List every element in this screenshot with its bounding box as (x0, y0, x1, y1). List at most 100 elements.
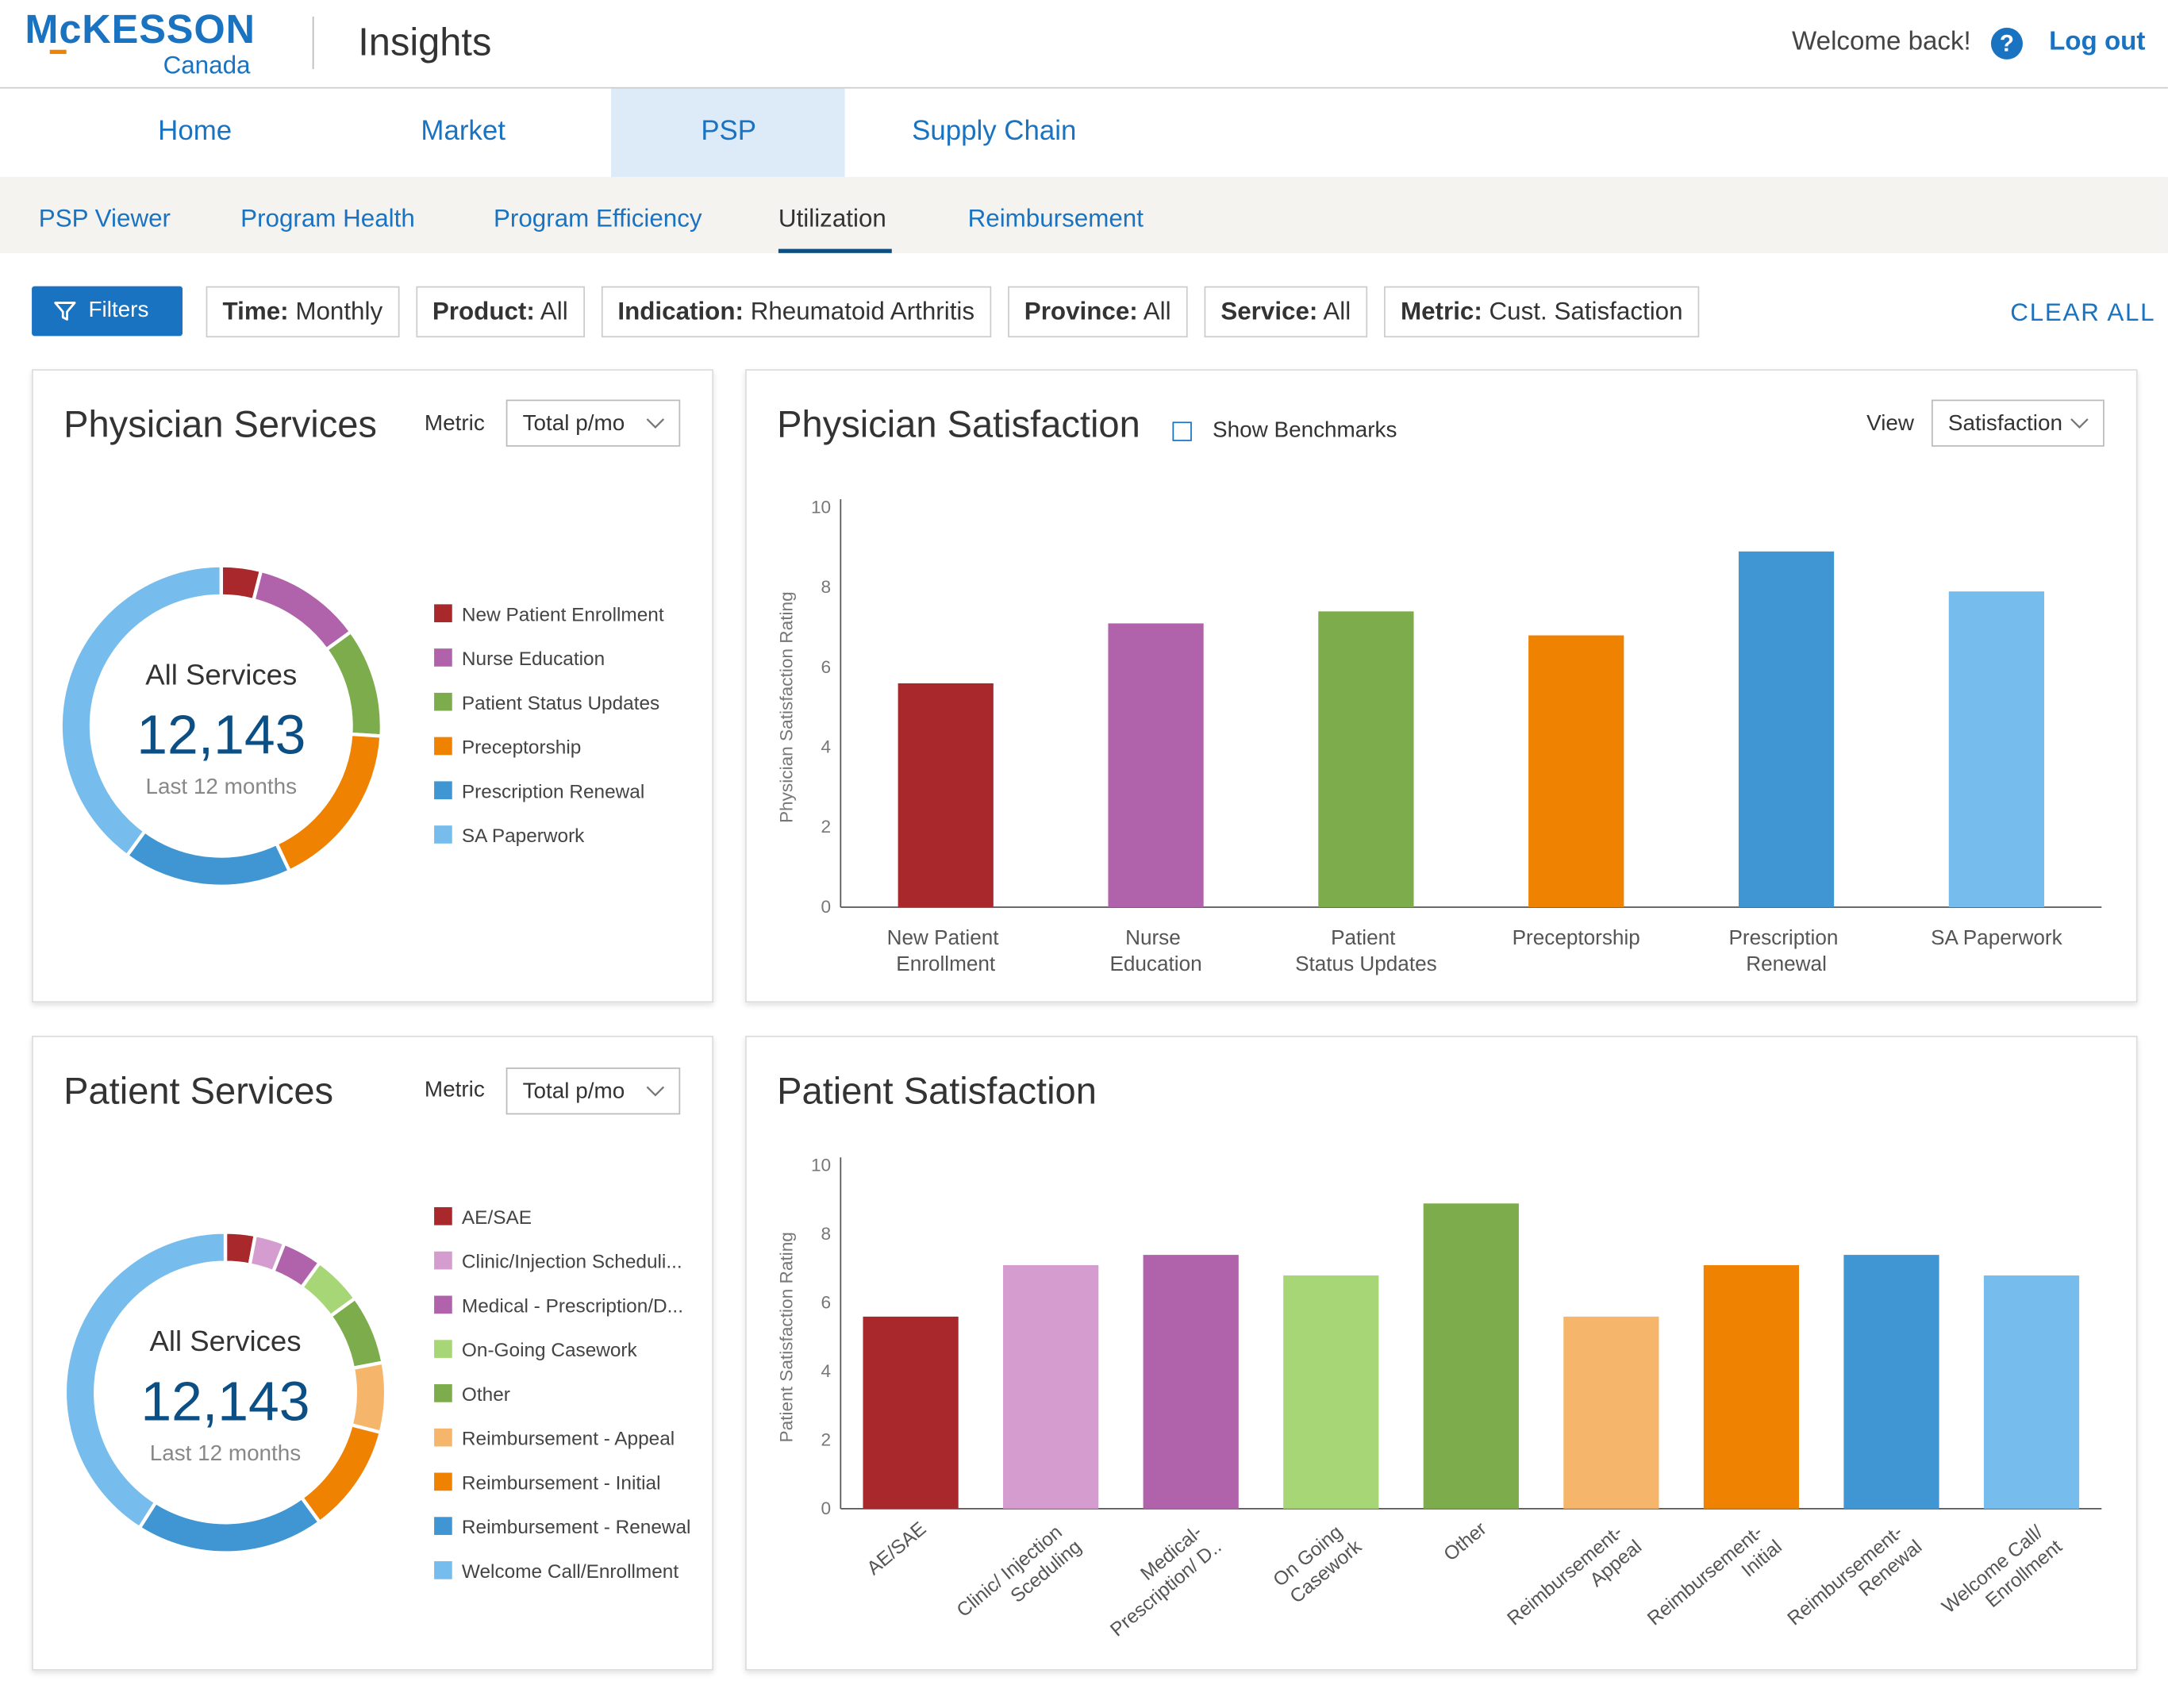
donut-slice (348, 1360, 388, 1435)
legend-swatch (434, 1517, 452, 1535)
legend-label: On-Going Casework (462, 1340, 638, 1361)
logout[interactable]: Log out (2049, 27, 2146, 57)
center-caption: Last 12 months (146, 774, 298, 798)
filters-button[interactable]: Filters (32, 286, 183, 337)
logo[interactable]: McKESSON (25, 8, 256, 53)
chip-value: Cust. Satisfaction (1489, 297, 1683, 325)
chip-value: Rheumatoid Arthritis (750, 297, 975, 325)
bar (1143, 1255, 1239, 1509)
legend-swatch (434, 1384, 452, 1402)
legend-label: Reimbursement - Initial (462, 1472, 661, 1494)
app-name: Insights (358, 21, 492, 64)
legend-swatch (434, 825, 452, 844)
panel-title: Physician Satisfaction (777, 403, 1140, 446)
filter-chip[interactable]: Indication: Rheumatoid Arthritis (601, 286, 991, 338)
x-tick-label: AE/SAE (863, 1518, 931, 1579)
y-tick-label: 4 (821, 737, 832, 757)
metric-select[interactable]: Total p/mo (505, 399, 681, 447)
x-tick-label: Reimbursement- Initial (1643, 1518, 1786, 1648)
y-tick-label: 8 (821, 1224, 832, 1244)
legend-label: Reimbursement - Renewal (462, 1517, 691, 1538)
center-title: All Services (145, 658, 297, 691)
welcome: Welcome back! (1792, 27, 1971, 57)
clear-all[interactable]: CLEAR ALL (2010, 298, 2156, 327)
bar (1423, 1203, 1519, 1509)
bar (1283, 1275, 1379, 1509)
x-tick-label: Preceptorship (1513, 925, 1640, 949)
subnav-tab[interactable]: PSP Viewer (38, 204, 171, 233)
legend-swatch (434, 1207, 452, 1225)
filter-chip[interactable]: Metric: Cust. Satisfaction (1384, 286, 1700, 338)
center-title: All Services (149, 1325, 301, 1357)
checkbox[interactable] (1172, 421, 1192, 441)
filter-chip[interactable]: Product: All (415, 286, 585, 338)
legend-label: SA Paperwork (462, 825, 585, 847)
chip-key: Product: (432, 297, 535, 325)
center-value: 12,143 (140, 1370, 309, 1432)
help-icon[interactable]: ? (1990, 27, 2023, 60)
filter-chip[interactable]: Time: Monthly (206, 286, 400, 338)
chip-key: Indication: (617, 297, 744, 325)
legend-swatch (434, 692, 452, 711)
donut-slice (63, 1230, 228, 1531)
chevron (646, 1086, 665, 1097)
chip-value: All (1143, 297, 1171, 325)
control-label: Metric (424, 1078, 485, 1102)
nav-tab[interactable]: Supply Chain (912, 116, 1077, 147)
filter-chip[interactable]: Service: All (1204, 286, 1368, 338)
nav-tab[interactable]: Market (421, 116, 505, 147)
active-underline (778, 248, 892, 253)
bar (1738, 551, 1835, 907)
chevron (2070, 418, 2089, 429)
filter-chip[interactable]: Province: All (1007, 286, 1188, 338)
legend-label: Other (462, 1384, 510, 1406)
legend-swatch (434, 737, 452, 756)
legend-swatch (434, 1428, 452, 1447)
control-label: Metric (424, 412, 485, 436)
x-tick-label: Patient Status Updates (1295, 925, 1437, 975)
legend-swatch (434, 648, 452, 667)
x-tick-label: On Going Casework (1270, 1518, 1367, 1609)
subnav-tab[interactable]: Program Efficiency (494, 204, 702, 233)
nav-tab[interactable]: PSP (701, 116, 757, 147)
legend-label: Clinic/Injection Scheduli... (462, 1252, 682, 1273)
chip-key: Province: (1024, 297, 1138, 325)
subnav-tab[interactable]: Program Health (240, 204, 415, 233)
y-tick-label: 6 (821, 657, 832, 677)
view-select[interactable]: Satisfaction (1931, 399, 2105, 447)
metric-select[interactable]: Total p/mo (505, 1068, 681, 1115)
legend-swatch (434, 1340, 452, 1358)
x-tick-label: Medical- Prescription/ D.. (1091, 1518, 1225, 1641)
x-tick-label: Clinic/ Injection Sceduling (953, 1518, 1086, 1640)
filters-label: Filters (88, 298, 149, 322)
legend-swatch (434, 1295, 452, 1314)
bar (1703, 1265, 1800, 1509)
legend-label: Medical - Prescription/D... (462, 1295, 683, 1317)
y-tick-label: 6 (821, 1293, 832, 1313)
legend-label: Nurse Education (462, 648, 605, 670)
x-tick-label: Other (1440, 1518, 1491, 1566)
bar (1983, 1275, 2080, 1509)
y-tick-label: 10 (811, 1156, 831, 1175)
bar (1003, 1265, 1099, 1509)
nav-tab[interactable]: Home (158, 116, 233, 147)
divider (312, 16, 314, 70)
y-tick-label: 4 (821, 1361, 832, 1381)
bar (898, 683, 994, 907)
filter-icon (54, 302, 76, 321)
select-value: Total p/mo (522, 1079, 625, 1104)
x-tick-label: SA Paperwork (1931, 925, 2062, 949)
x-tick-label: Nurse Education (1109, 925, 1201, 975)
y-axis-label: Patient Satisfaction Rating (776, 1232, 796, 1442)
chip-key: Metric: (1400, 297, 1482, 325)
legend-label: Reimbursement - Appeal (462, 1429, 675, 1450)
bar (1318, 611, 1414, 907)
x-tick-label: Welcome Call/ Enrollment (1938, 1518, 2066, 1636)
chevron (646, 418, 665, 429)
subnav-tab[interactable]: Reimbursement (967, 204, 1144, 233)
y-tick-label: 0 (821, 897, 832, 917)
legend-label: New Patient Enrollment (462, 604, 664, 625)
subnav-tab-active[interactable]: Utilization (778, 204, 886, 233)
panel-title: Patient Satisfaction (777, 1070, 1097, 1112)
